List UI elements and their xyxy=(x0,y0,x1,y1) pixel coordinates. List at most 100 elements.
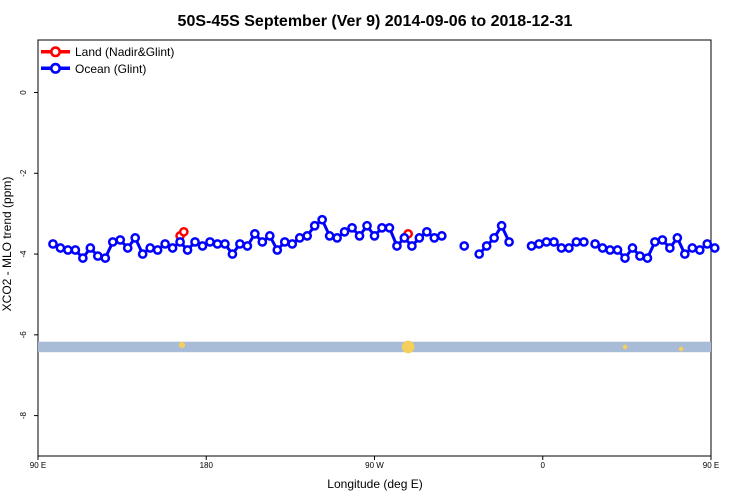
ocean-data-point xyxy=(272,245,283,255)
ocean-data-point xyxy=(145,243,156,253)
ocean-data-point xyxy=(167,243,178,253)
ocean-data-point xyxy=(294,233,305,243)
ocean-data-point xyxy=(70,245,81,255)
ocean-data-point xyxy=(635,251,645,261)
ocean-data-point xyxy=(92,251,103,261)
ocean-data-point xyxy=(414,233,425,243)
ocean-data-point xyxy=(362,220,372,231)
ocean-data-point xyxy=(205,237,215,247)
ocean-data-point xyxy=(597,243,608,253)
ocean-data-point xyxy=(190,237,200,247)
ocean-data-point xyxy=(384,222,395,233)
ocean-data-point xyxy=(642,253,653,263)
ocean-data-point xyxy=(657,235,668,245)
y-tick-label: -2 xyxy=(19,169,28,177)
legend-land-label: Land (Nadir&Glint) xyxy=(75,45,174,59)
ocean-data-point xyxy=(160,239,170,249)
ocean-data-point xyxy=(377,222,387,233)
ocean-data-point xyxy=(332,233,342,243)
ocean-data-point xyxy=(309,220,320,231)
ocean-data-point xyxy=(571,237,582,247)
ocean-data-point xyxy=(650,237,660,247)
band-mark xyxy=(401,340,415,354)
legend-land-marker xyxy=(49,46,61,58)
ocean-data-point xyxy=(242,241,253,251)
ocean-data-point xyxy=(612,245,623,255)
y-axis-label: XCO2 - MLO trend (ppm) xyxy=(0,177,14,312)
ocean-data-point xyxy=(496,220,507,231)
chart-title: 50S-45S September (Ver 9) 2014-09-06 to … xyxy=(178,13,573,30)
x-tick-label: 90 W xyxy=(365,461,384,470)
ocean-data-point xyxy=(534,239,544,249)
ocean-data-point xyxy=(407,241,417,251)
ocean-data-point xyxy=(287,239,298,249)
ocean-data-point xyxy=(620,253,630,263)
land-data-point xyxy=(178,226,189,237)
y-tick-label: -6 xyxy=(19,331,28,339)
plot-area: 90 E 180 90 W 0 90 E 0 -2 -4 -6 -8 xyxy=(19,39,720,470)
band-mark xyxy=(622,344,628,350)
ocean-data-point xyxy=(212,239,223,249)
ocean-data-point xyxy=(182,245,193,255)
x-tick-label: 90 E xyxy=(30,461,46,470)
ocean-data-point xyxy=(526,241,537,251)
ocean-data-point xyxy=(324,231,335,241)
ocean-data-point xyxy=(564,243,574,253)
ocean-data-point xyxy=(250,229,260,239)
ocean-data-point xyxy=(100,253,111,263)
y-tick-label: 0 xyxy=(19,90,28,95)
surface-type-band xyxy=(38,341,711,353)
ocean-data-point xyxy=(489,233,499,243)
legend: Land (Nadir&Glint) Ocean (Glint) xyxy=(41,45,174,76)
ocean-data-point xyxy=(627,243,638,253)
ocean-data-point xyxy=(679,249,690,259)
ocean-data-point xyxy=(115,235,126,245)
ocean-data-point xyxy=(137,249,148,259)
ocean-data-point xyxy=(227,249,238,259)
ocean-data-point xyxy=(48,239,58,249)
x-tick-label: 0 xyxy=(541,461,546,470)
ocean-data-point xyxy=(152,245,163,255)
ocean-data-point xyxy=(354,231,365,241)
ocean-data-point xyxy=(392,241,402,251)
ocean-data-point xyxy=(436,231,447,241)
ocean-data-point xyxy=(672,233,683,243)
ocean-data-point xyxy=(175,237,185,247)
ocean-data-point xyxy=(474,249,485,259)
ocean-data-point xyxy=(694,245,705,255)
ocean-data-point xyxy=(317,214,328,225)
ocean-data-point xyxy=(556,243,567,253)
ocean-data-point xyxy=(687,243,698,253)
ocean-data-point xyxy=(63,245,73,255)
ocean-data-point xyxy=(78,253,88,263)
ocean-data-point xyxy=(421,226,432,237)
ocean-data-point xyxy=(55,243,66,253)
ocean-data-point xyxy=(197,241,208,251)
ocean-data-point xyxy=(481,241,492,251)
band-mark xyxy=(178,341,186,349)
ocean-data-point xyxy=(279,237,290,247)
ocean-data-point xyxy=(504,237,514,247)
ocean-data-point xyxy=(429,233,440,243)
ocean-data-point xyxy=(122,243,133,253)
x-axis-label: Longitude (deg E) xyxy=(327,477,422,491)
ocean-data-point xyxy=(339,226,350,237)
x-tick-label: 180 xyxy=(200,461,214,470)
ocean-data-point xyxy=(235,239,245,249)
ocean-data-point xyxy=(107,237,118,247)
legend-ocean-marker xyxy=(49,62,61,74)
band-mark xyxy=(678,346,684,352)
x-tick-label: 90 E xyxy=(703,461,719,470)
ocean-data-point xyxy=(709,243,720,253)
ocean-data-point xyxy=(130,233,141,243)
ocean-data-point xyxy=(459,241,470,251)
ocean-data-point xyxy=(702,239,713,249)
ocean-data-point xyxy=(257,237,268,247)
ocean-data-point xyxy=(590,239,600,249)
ocean-data-point xyxy=(549,237,559,247)
ocean-data-point xyxy=(264,231,275,241)
y-tick-label: -8 xyxy=(19,412,28,420)
ocean-data-point xyxy=(665,243,675,253)
ocean-data-point xyxy=(302,231,313,241)
